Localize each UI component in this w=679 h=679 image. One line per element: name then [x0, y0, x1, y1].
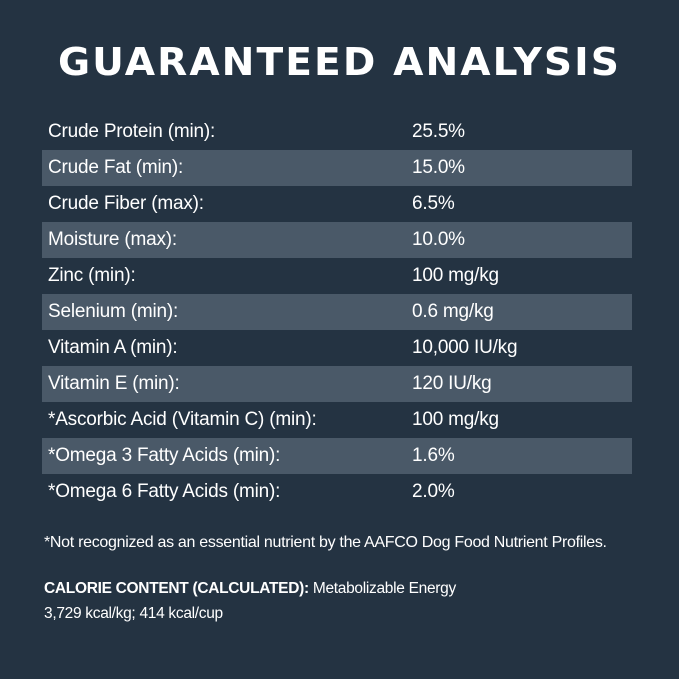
- nutrient-value: 15.0%: [412, 157, 465, 178]
- table-row: *Omega 3 Fatty Acids (min): 1.6%: [42, 438, 632, 474]
- nutrient-value: 100 mg/kg: [412, 265, 499, 286]
- nutrient-value: 0.6 mg/kg: [412, 301, 494, 322]
- table-row: Vitamin E (min): 120 IU/kg: [42, 366, 632, 402]
- calorie-values: 3,729 kcal/kg; 414 kcal/cup: [44, 605, 223, 622]
- table-row: *Omega 6 Fatty Acids (min): 2.0%: [42, 474, 632, 510]
- table-row: Crude Protein (min): 25.5%: [42, 114, 632, 150]
- nutrient-label: Vitamin E (min):: [48, 373, 180, 394]
- nutrient-label: *Omega 3 Fatty Acids (min):: [48, 445, 281, 466]
- nutrient-label: Vitamin A (min):: [48, 337, 178, 358]
- footnote: *Not recognized as an essential nutrient…: [44, 534, 607, 551]
- nutrient-value: 2.0%: [412, 481, 455, 502]
- nutrient-value: 10.0%: [412, 229, 465, 250]
- table-row: Selenium (min): 0.6 mg/kg: [42, 294, 632, 330]
- nutrient-label: Crude Fiber (max):: [48, 193, 204, 214]
- table-row: Crude Fiber (max): 6.5%: [42, 186, 632, 222]
- nutrient-label: *Omega 6 Fatty Acids (min):: [48, 481, 281, 502]
- table-row: Zinc (min): 100 mg/kg: [42, 258, 632, 294]
- nutrient-label: Crude Protein (min):: [48, 121, 216, 142]
- nutrient-value: 1.6%: [412, 445, 455, 466]
- analysis-table: Crude Protein (min): 25.5% Crude Fat (min)…: [42, 114, 632, 510]
- nutrient-value: 25.5%: [412, 121, 465, 142]
- nutrient-value: 100 mg/kg: [412, 409, 499, 430]
- calorie-text: Metabolizable Energy: [308, 580, 456, 597]
- table-row: Vitamin A (min): 10,000 IU/kg: [42, 330, 632, 366]
- table-row: Moisture (max): 10.0%: [42, 222, 632, 258]
- nutrient-label: Selenium (min):: [48, 301, 179, 322]
- nutrient-value: 6.5%: [412, 193, 455, 214]
- page-title: GUARANTEED ANALYSIS: [57, 40, 622, 84]
- nutrient-label: Moisture (max):: [48, 229, 177, 250]
- calorie-content: CALORIE CONTENT (CALCULATED): Metaboliza…: [44, 576, 456, 626]
- table-row: Crude Fat (min): 15.0%: [42, 150, 632, 186]
- nutrient-value: 10,000 IU/kg: [412, 337, 518, 358]
- nutrient-value: 120 IU/kg: [412, 373, 492, 394]
- calorie-label: CALORIE CONTENT (CALCULATED):: [44, 580, 309, 597]
- nutrient-label: Zinc (min):: [48, 265, 136, 286]
- nutrient-label: *Ascorbic Acid (Vitamin C) (min):: [48, 409, 317, 430]
- nutrient-label: Crude Fat (min):: [48, 157, 184, 178]
- table-row: *Ascorbic Acid (Vitamin C) (min): 100 mg/…: [42, 402, 632, 438]
